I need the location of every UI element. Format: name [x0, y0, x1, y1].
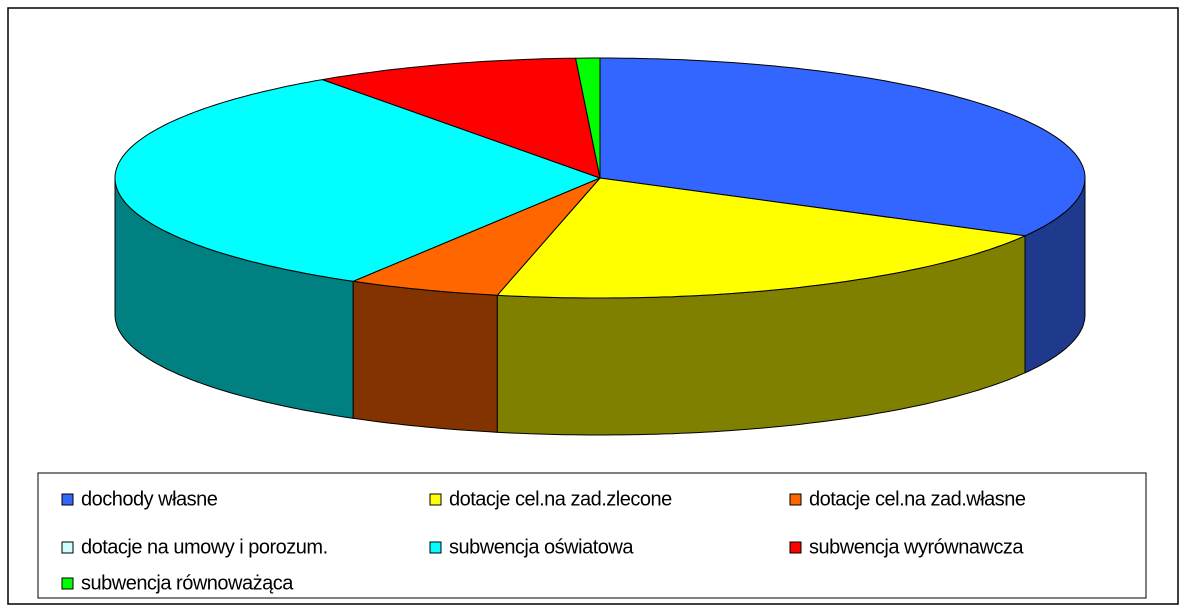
legend-label: subwencja równoważąca [81, 572, 294, 594]
pie-slice [322, 57, 601, 179]
pie-slice [114, 79, 602, 282]
legend-swatch [61, 577, 74, 590]
legend-box [37, 472, 1147, 599]
legend-swatch [429, 493, 442, 506]
legend-swatch [429, 541, 442, 554]
pie-slice [351, 177, 601, 296]
legend-swatch [789, 493, 802, 506]
legend-label: dotacje cel.na zad.zlecone [449, 488, 672, 510]
legend-swatch [61, 493, 74, 506]
legend-swatch [61, 541, 74, 554]
legend-label: subwencja wyrównawcza [809, 536, 1024, 558]
pie-side [352, 280, 498, 433]
legend-label: dotacje na umowy i porozum. [81, 536, 328, 558]
pie-slice [496, 177, 1027, 299]
pie-slice [599, 57, 1086, 237]
legend-label: dochody własne [81, 488, 218, 510]
pie-slice [574, 57, 601, 179]
legend-swatch [789, 541, 802, 554]
legend-label: dotacje cel.na zad.własne [809, 488, 1026, 510]
legend-label: subwencja oświatowa [449, 536, 634, 558]
